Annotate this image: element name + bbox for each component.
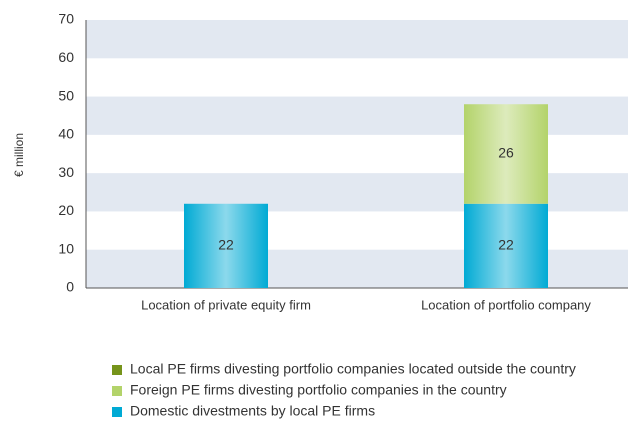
- legend-swatch: [112, 407, 122, 417]
- y-tick-label: 0: [66, 279, 74, 295]
- y-tick-label: 70: [58, 11, 74, 27]
- y-tick-label: 60: [58, 49, 74, 65]
- bar-segment: [184, 203, 268, 288]
- data-label: 22: [218, 237, 234, 253]
- y-tick-label: 20: [58, 202, 74, 218]
- data-label: 26: [498, 145, 514, 161]
- y-tick-label: 40: [58, 126, 74, 142]
- bar-segment: [464, 104, 548, 204]
- data-label: 22: [498, 237, 514, 253]
- y-tick-label: 30: [58, 164, 74, 180]
- bar-segment: [464, 203, 548, 288]
- y-tick-label: 10: [58, 240, 74, 256]
- y-tick-label: 50: [58, 87, 74, 103]
- legend-label: Foreign PE firms divesting portfolio com…: [130, 382, 507, 398]
- legend-label: Local PE firms divesting portfolio compa…: [130, 361, 576, 377]
- y-axis-label: € million: [12, 133, 26, 177]
- legend-swatch: [112, 386, 122, 396]
- grid-band: [86, 20, 628, 59]
- x-tick-label: Location of portfolio company: [421, 297, 591, 312]
- legend-label: Domestic divestments by local PE firms: [130, 403, 375, 419]
- x-tick-label: Location of private equity firm: [141, 297, 311, 312]
- legend-swatch: [112, 365, 122, 375]
